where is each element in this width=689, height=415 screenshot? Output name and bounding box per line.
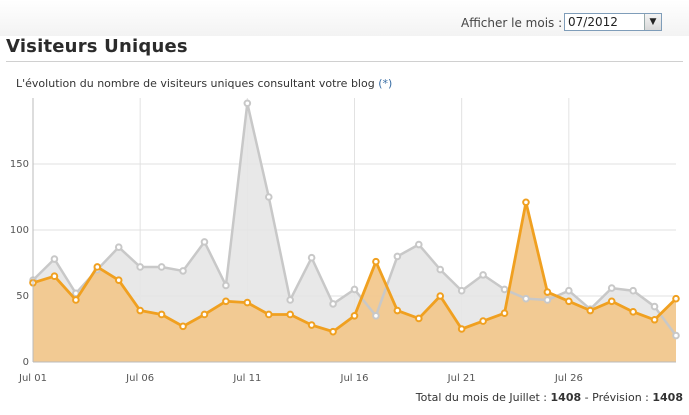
data-point <box>72 296 80 304</box>
data-point <box>307 321 316 329</box>
data-point <box>672 331 680 340</box>
x-tick-label: Jul 21 <box>447 373 476 384</box>
forecast-label: Prévision : <box>592 391 649 404</box>
forecast-value: 1408 <box>652 391 683 404</box>
data-point <box>243 99 252 108</box>
data-point <box>436 265 445 274</box>
data-point <box>222 281 230 290</box>
separator: - <box>584 391 589 404</box>
data-point <box>350 312 359 320</box>
data-point <box>629 286 637 295</box>
data-point <box>650 302 659 311</box>
month-select[interactable]: 07/2012 ▼ <box>564 13 662 31</box>
data-point <box>457 325 466 333</box>
data-point <box>372 257 380 266</box>
data-point <box>629 308 637 316</box>
data-point <box>286 296 295 304</box>
data-point <box>350 285 359 294</box>
data-point <box>200 310 209 319</box>
data-point <box>114 243 123 251</box>
x-tick-label: Jul 16 <box>340 373 369 384</box>
data-point <box>393 306 402 315</box>
footer-totals: Total du mois de Juillet : 1408 - Prévis… <box>416 391 683 404</box>
data-point <box>479 317 487 325</box>
y-tick-label: 0 <box>23 357 29 368</box>
month-label: Afficher le mois : <box>461 16 563 30</box>
data-point <box>329 327 337 336</box>
y-tick-label: 100 <box>10 225 29 236</box>
chart-caption-text: L'évolution du nombre de visiteurs uniqu… <box>16 77 375 90</box>
data-point <box>329 300 337 308</box>
page-title: Visiteurs Uniques <box>6 36 188 57</box>
series-area <box>33 202 676 362</box>
y-tick-label: 50 <box>16 291 29 302</box>
total-value: 1408 <box>550 391 582 404</box>
data-point <box>50 255 59 263</box>
chart-caption: L'évolution du nombre de visiteurs uniqu… <box>16 77 392 90</box>
data-point <box>93 263 102 271</box>
data-point <box>179 322 187 331</box>
data-point <box>479 271 487 279</box>
data-point <box>157 263 166 271</box>
data-point <box>415 314 423 323</box>
data-point <box>522 294 530 303</box>
data-point <box>522 198 530 207</box>
data-point <box>264 310 273 319</box>
total-label: Total du mois de Juillet : <box>415 391 548 404</box>
data-point <box>672 294 680 303</box>
divider <box>6 61 683 62</box>
footnote-link[interactable]: (*) <box>378 77 393 90</box>
data-point <box>565 297 573 306</box>
data-point <box>543 296 552 304</box>
data-point <box>264 193 273 201</box>
data-point <box>200 238 209 246</box>
data-point <box>243 298 252 307</box>
x-tick-label: Jul 26 <box>554 373 583 384</box>
data-point <box>286 310 295 319</box>
data-point <box>307 253 316 262</box>
data-point <box>586 306 595 315</box>
data-point <box>50 272 59 281</box>
data-point <box>179 267 187 275</box>
data-point <box>393 252 402 261</box>
data-point <box>136 263 144 271</box>
data-point <box>650 315 659 324</box>
data-point <box>543 288 552 296</box>
data-point <box>500 309 509 317</box>
data-point <box>457 286 466 295</box>
data-point <box>607 284 616 292</box>
data-point <box>500 285 509 294</box>
data-point <box>136 306 144 315</box>
data-point <box>415 240 423 249</box>
data-point <box>222 297 230 306</box>
data-point <box>565 286 573 295</box>
month-select-value: 07/2012 <box>568 15 618 29</box>
data-point <box>607 297 616 306</box>
chevron-down-icon[interactable]: ▼ <box>644 14 661 30</box>
x-tick-label: Jul 01 <box>18 373 47 384</box>
data-point <box>114 276 123 284</box>
data-point <box>436 292 445 300</box>
data-point <box>157 310 166 319</box>
y-tick-label: 150 <box>10 159 29 170</box>
x-tick-label: Jul 11 <box>232 373 261 384</box>
data-point <box>372 312 380 320</box>
x-tick-label: Jul 06 <box>125 373 154 384</box>
